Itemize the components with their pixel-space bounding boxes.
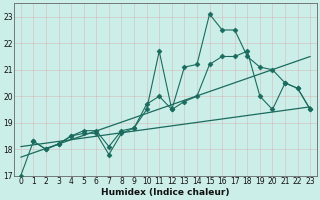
X-axis label: Humidex (Indice chaleur): Humidex (Indice chaleur) (101, 188, 230, 197)
